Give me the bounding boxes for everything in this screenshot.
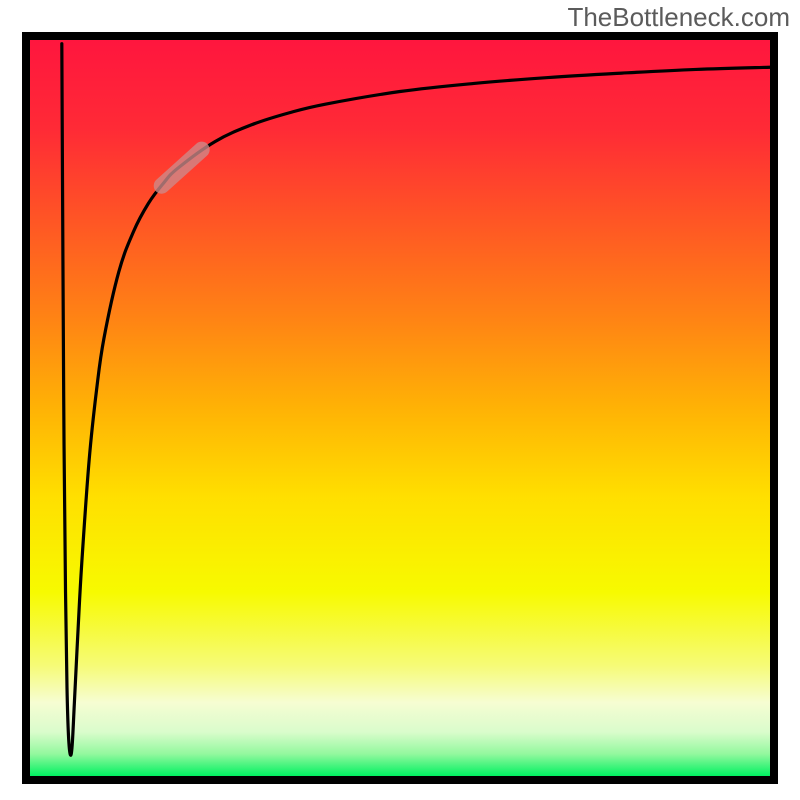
gradient-background <box>30 40 770 776</box>
bottleneck-chart: TheBottleneck.com <box>0 0 800 800</box>
chart-svg <box>0 0 800 800</box>
